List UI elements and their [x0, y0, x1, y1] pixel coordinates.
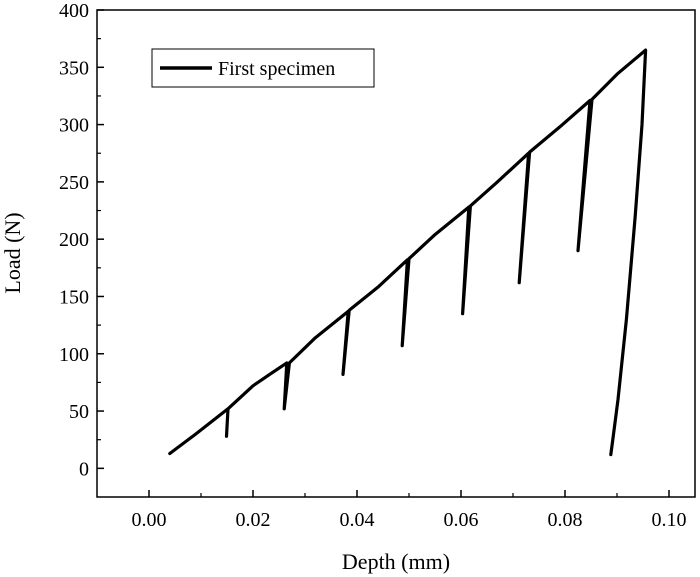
plot-frame [96, 9, 696, 498]
y-axis-title: Load (N) [0, 212, 25, 293]
y-tick-label: 150 [59, 286, 89, 308]
x-tick-label: 0.10 [652, 509, 687, 531]
y-tick-label: 100 [59, 344, 89, 366]
x-axis-title: Depth (mm) [342, 549, 450, 574]
legend: First specimen [151, 48, 375, 88]
x-axis: 0.00 0.02 0.04 0.06 0.08 0.10 [132, 490, 687, 531]
series-layer [168, 48, 648, 457]
y-tick-label: 400 [59, 0, 89, 22]
x-tick-label: 0.04 [340, 509, 375, 531]
y-tick-label: 350 [59, 57, 89, 79]
x-tick-label: 0.02 [236, 509, 271, 531]
y-tick-label: 50 [69, 401, 89, 423]
y-tick-label: 0 [79, 458, 89, 480]
y-tick-label: 250 [59, 172, 89, 194]
x-tick-label: 0.08 [548, 509, 583, 531]
legend-label: First specimen [218, 58, 335, 80]
y-tick-label: 200 [59, 229, 89, 251]
y-tick-label: 300 [59, 115, 89, 137]
y-axis: 0 50 100 150 200 250 300 350 400 [59, 0, 104, 480]
plot-area [96, 9, 696, 498]
x-tick-label: 0.06 [444, 509, 479, 531]
series-line [168, 48, 648, 457]
x-tick-label: 0.00 [132, 509, 167, 531]
